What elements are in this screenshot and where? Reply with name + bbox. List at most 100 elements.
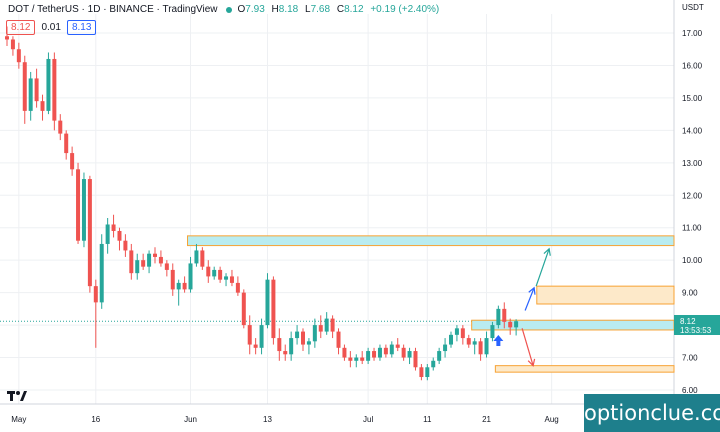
candle [28,78,33,111]
candle [425,367,430,378]
candle [460,328,465,339]
candle [87,179,92,287]
candle [34,78,39,102]
candle [129,250,134,274]
y-tick-label: 16.00 [682,61,703,70]
arrow-down-red-head [527,358,536,367]
candle [40,101,45,111]
candle [206,266,211,277]
candle [22,62,27,111]
candle [99,243,104,303]
candle [64,133,69,154]
sell-button[interactable]: 8.12 [6,20,36,35]
zones [187,235,675,373]
candle [419,367,424,378]
currency-label[interactable]: USDT [682,3,704,12]
candle [241,292,246,326]
candle [306,341,311,345]
candle [366,351,371,361]
arrow-up-green [535,248,550,287]
buy-button[interactable]: 8.13 [66,20,97,35]
chart-header: DOT / TetherUS · 1D · BINANCE · TradingV… [8,4,443,15]
arrow-up-blue-head [528,286,536,295]
candle [46,58,51,111]
candle [295,331,300,339]
arrow-down-red [521,328,534,366]
candle [360,357,365,361]
price-tag-countdown: 13:53:53 [680,326,712,335]
candle [431,360,436,368]
x-tick-label: Aug [545,415,559,424]
candle [514,321,519,328]
candle [200,250,205,267]
x-axis[interactable]: May 16 Jun 13 Jul 11 21 Aug [11,415,558,424]
candle [271,279,276,339]
candle [330,318,335,332]
candle [383,347,388,355]
y-tick-label: 11.00 [682,224,702,233]
candles [5,26,519,381]
close-label: C [336,4,345,15]
candle [336,331,341,348]
candle [318,325,323,332]
candle [93,286,98,303]
candle [16,49,21,63]
candle [437,351,442,361]
candle [182,282,187,290]
candle [377,347,382,358]
candle [443,344,448,352]
close-value: 8.12 [344,4,364,15]
candle [111,224,116,231]
candle [247,325,252,345]
x-tick-label: 11 [423,415,432,424]
candle [81,179,86,241]
y-tick-label: 6.00 [682,386,698,395]
candle [76,169,81,241]
candle [413,351,418,368]
candle [324,318,329,332]
candle [502,308,507,322]
watermark-logo: optionclue.com [584,394,720,432]
ohlc-values: O7.93 H8.18 L7.68 C8.12 +0.19 (+2.40%) [238,4,444,15]
y-tick-label: 9.00 [682,289,698,298]
candle [158,256,163,264]
x-tick-label: Jun [184,415,197,424]
candle [218,269,223,280]
y-tick-label: 12.00 [682,191,703,200]
candle [235,282,240,293]
candle [490,325,495,339]
candle [141,260,146,267]
candle [265,279,270,326]
y-axis[interactable]: 17.00 16.00 15.00 14.00 13.00 12.00 11.00 10.00… [682,29,703,395]
candle [153,253,157,257]
change-value: +0.19 (+2.40%) [370,4,440,15]
candle [105,224,110,244]
candle [259,325,264,348]
candle [10,39,15,50]
candle [389,344,394,355]
x-tick-label: Jul [363,415,373,424]
candle [466,338,471,345]
candle [354,357,359,361]
candle [283,351,288,355]
candle [5,36,9,40]
price-tag-value: 8.12 [680,317,696,326]
tradingview-logo-icon[interactable] [6,388,28,404]
candle [401,347,406,358]
candle [289,338,294,355]
candle [508,321,513,328]
zone-support-6.6 [494,365,675,373]
candle [188,263,193,290]
candle [194,250,199,264]
candle [472,341,477,345]
spread-value: 0.01 [41,22,61,33]
candle [164,263,169,270]
zone-resistance-8.9 [536,285,675,305]
low-value: 7.68 [310,4,331,15]
candle [348,357,353,361]
symbol-title[interactable]: DOT / TetherUS · 1D · BINANCE · TradingV… [8,4,218,15]
candle [212,269,217,277]
y-tick-label: 17.00 [682,29,703,38]
open-label: O [237,4,246,15]
